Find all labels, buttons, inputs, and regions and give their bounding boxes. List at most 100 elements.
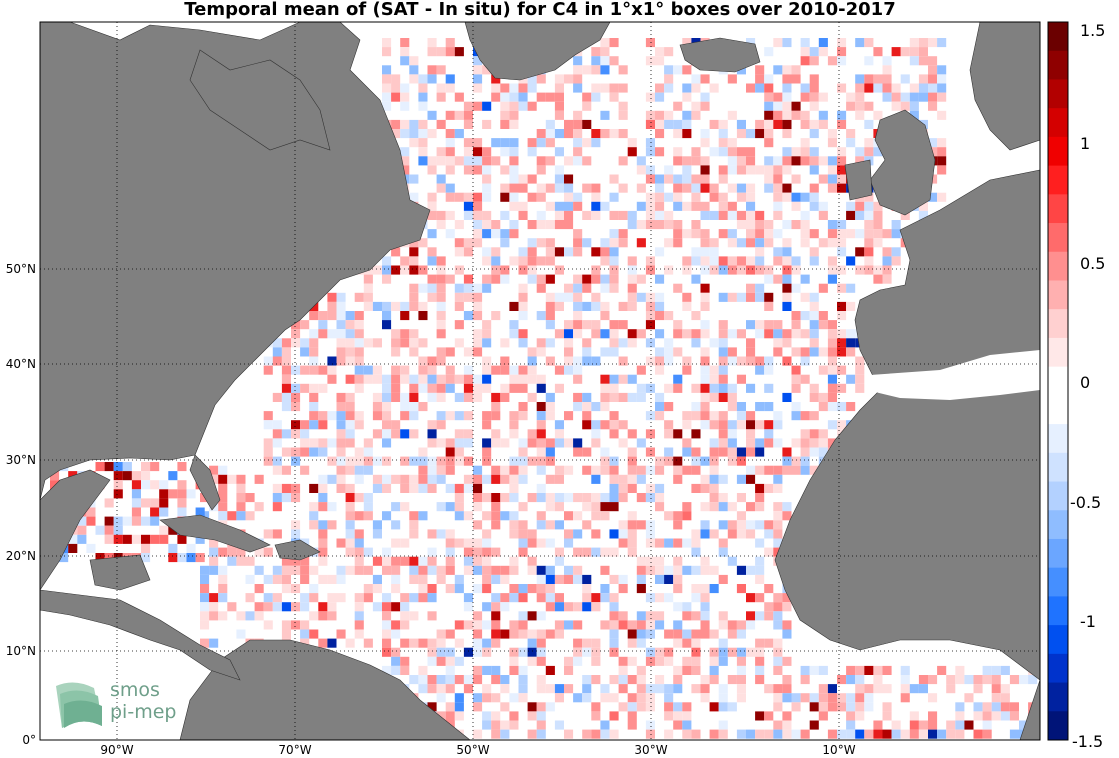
anomaly-cell [463,274,473,284]
anomaly-cell [327,292,337,302]
anomaly-cell [445,502,455,512]
anomaly-cell [946,720,956,730]
anomaly-cell [818,283,828,293]
anomaly-cell [818,47,828,57]
anomaly-cell [227,547,237,557]
anomaly-cell [736,147,746,157]
anomaly-cell [518,374,528,384]
anomaly-cell [755,329,765,339]
anomaly-cell [800,292,810,302]
anomaly-cell [195,553,205,563]
anomaly-cell [554,438,564,448]
anomaly-cell [673,456,683,466]
anomaly-cell [609,456,619,466]
anomaly-cell [463,593,473,603]
anomaly-cell [591,129,601,139]
anomaly-cell [491,638,501,648]
colorbar-swatch [1048,79,1068,109]
anomaly-cell [582,647,592,657]
anomaly-cell [473,65,483,75]
anomaly-cell [327,411,337,421]
anomaly-cell [291,429,301,439]
anomaly-cell [800,438,810,448]
anomaly-cell [482,183,492,193]
anomaly-cell [764,465,774,475]
anomaly-cell [809,465,819,475]
anomaly-cell [554,602,564,612]
anomaly-cell [645,356,655,366]
anomaly-cell [391,347,401,357]
anomaly-cell [746,83,756,93]
anomaly-cell [709,447,719,457]
anomaly-cell [209,611,219,621]
anomaly-cell [445,274,455,284]
anomaly-cell [636,220,646,230]
anomaly-cell [718,129,728,139]
anomaly-cell [709,529,719,539]
anomaly-cell [354,474,364,484]
anomaly-cell [755,538,765,548]
anomaly-cell [891,220,901,230]
anomaly-cell [372,338,382,348]
anomaly-cell [764,320,774,330]
anomaly-cell [445,656,455,666]
anomaly-cell [591,92,601,102]
anomaly-cell [709,729,719,739]
anomaly-cell [818,693,828,703]
anomaly-cell [418,565,428,575]
anomaly-cell [545,274,555,284]
anomaly-cell [454,584,464,594]
anomaly-cell [554,174,564,184]
map-frame [39,21,1041,741]
anomaly-cell [318,383,328,393]
anomaly-cell [509,156,519,166]
anomaly-cell [864,210,874,220]
anomaly-cell [545,183,555,193]
anomaly-cell [177,498,187,508]
anomaly-cell [391,119,401,129]
anomaly-cell [473,165,483,175]
anomaly-cell [764,365,774,375]
anomaly-cell [391,338,401,348]
anomaly-cell [609,238,619,248]
anomaly-cell [491,675,501,685]
anomaly-cell [727,438,737,448]
anomaly-cell [95,553,105,563]
anomaly-cell [582,301,592,311]
anomaly-cell [291,584,301,594]
anomaly-cell [764,438,774,448]
logo-text-smos: smos [110,679,160,701]
anomaly-cell [627,529,637,539]
anomaly-cell [336,301,346,311]
anomaly-cell [86,507,96,517]
anomaly-cell [873,274,883,284]
anomaly-cell [436,274,446,284]
anomaly-cell [473,74,483,84]
anomaly-cell [764,119,774,129]
anomaly-cell [782,447,792,457]
anomaly-cell [573,511,583,521]
anomaly-cell [800,147,810,157]
lat-label: 0° [22,733,36,747]
anomaly-cell [254,584,264,594]
anomaly-cell [454,702,464,712]
anomaly-cell [855,374,865,384]
anomaly-cell [873,83,883,93]
anomaly-cell [272,429,282,439]
anomaly-cell [186,543,196,553]
anomaly-cell [645,647,655,657]
anomaly-cell [509,320,519,330]
anomaly-cell [318,574,328,584]
anomaly-cell [527,702,537,712]
anomaly-cell [773,119,783,129]
colorbar-tick-label: -1.5 [1072,732,1104,751]
anomaly-cell [454,338,464,348]
anomaly-cell [427,547,437,557]
anomaly-cell [564,511,574,521]
anomaly-cell [536,629,546,639]
anomaly-cell [500,274,510,284]
anomaly-cell [655,119,665,129]
anomaly-cell [113,480,123,490]
anomaly-cell [564,538,574,548]
anomaly-cell [782,101,792,111]
